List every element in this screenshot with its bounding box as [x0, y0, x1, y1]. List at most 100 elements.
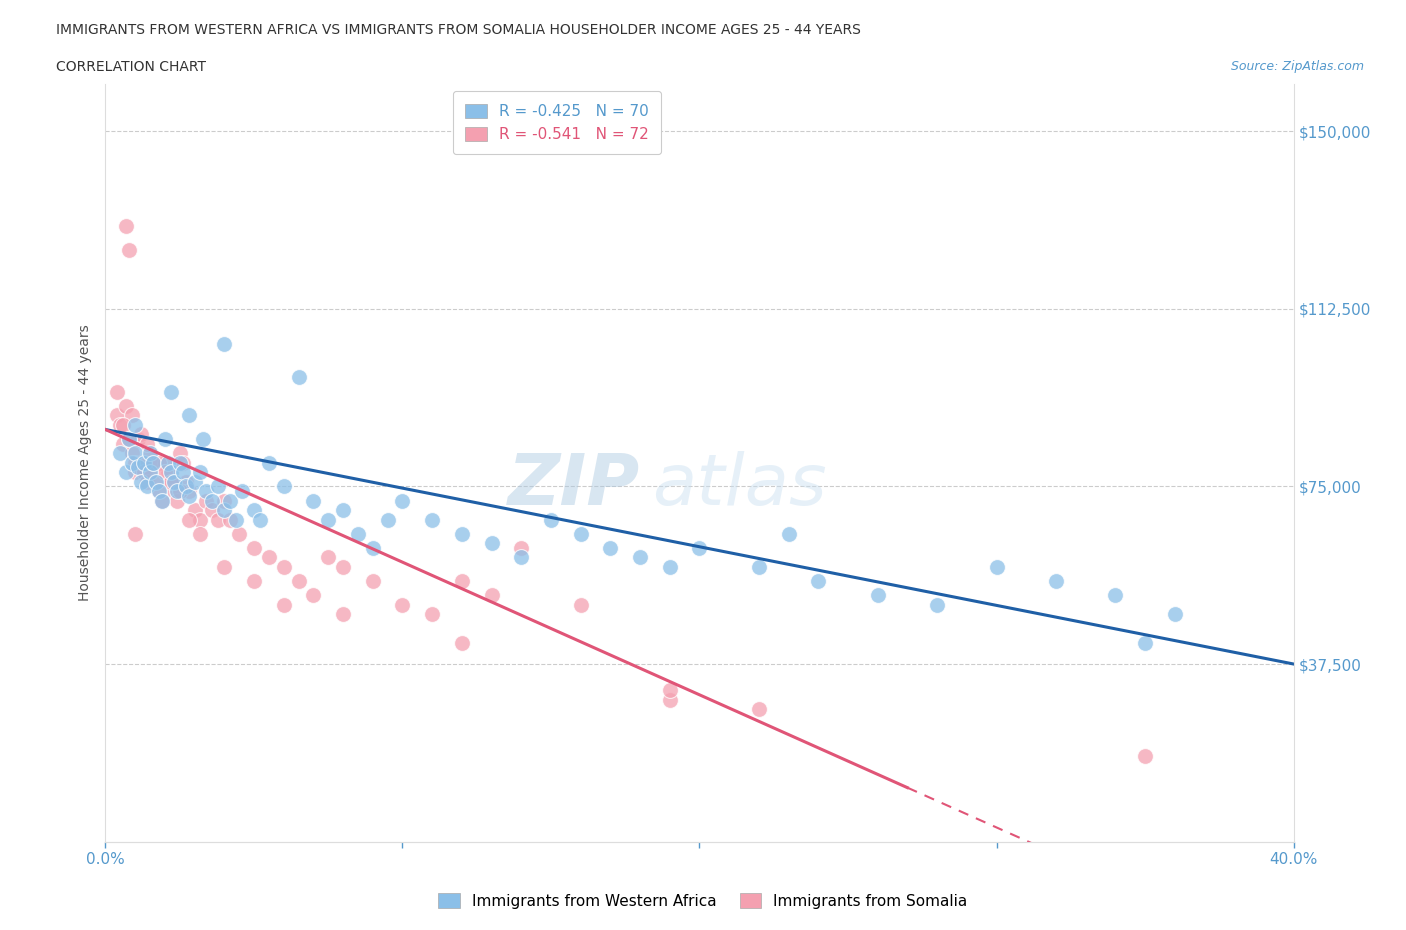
- Point: [207, 512, 229, 527]
- Point: [139, 465, 162, 480]
- Point: [124, 526, 146, 541]
- Point: [287, 574, 309, 589]
- Point: [257, 456, 280, 471]
- Point: [219, 512, 242, 527]
- Point: [150, 493, 173, 508]
- Point: [132, 465, 155, 480]
- Point: [163, 474, 186, 489]
- Point: [118, 432, 141, 446]
- Point: [214, 493, 236, 508]
- Point: [121, 456, 143, 471]
- Point: [127, 460, 149, 475]
- Point: [174, 474, 197, 489]
- Point: [195, 484, 218, 498]
- Point: [214, 337, 236, 352]
- Point: [332, 502, 354, 517]
- Point: [986, 560, 1008, 575]
- Point: [177, 408, 200, 423]
- Point: [599, 540, 621, 555]
- Point: [112, 418, 135, 432]
- Point: [139, 445, 162, 460]
- Point: [115, 219, 138, 233]
- Point: [129, 427, 152, 442]
- Point: [748, 701, 770, 716]
- Point: [169, 484, 191, 498]
- Legend: R = -0.425   N = 70, R = -0.541   N = 72: R = -0.425 N = 70, R = -0.541 N = 72: [453, 91, 661, 154]
- Point: [124, 465, 146, 480]
- Point: [1133, 635, 1156, 650]
- Point: [287, 370, 309, 385]
- Point: [132, 456, 155, 471]
- Point: [156, 465, 179, 480]
- Point: [110, 445, 132, 460]
- Point: [207, 479, 229, 494]
- Legend: Immigrants from Western Africa, Immigrants from Somalia: Immigrants from Western Africa, Immigran…: [429, 884, 977, 918]
- Point: [1133, 749, 1156, 764]
- Point: [145, 474, 167, 489]
- Point: [136, 436, 159, 451]
- Point: [150, 493, 173, 508]
- Point: [249, 512, 271, 527]
- Point: [142, 456, 165, 471]
- Point: [658, 560, 681, 575]
- Point: [153, 465, 176, 480]
- Point: [540, 512, 562, 527]
- Point: [115, 465, 138, 480]
- Point: [361, 574, 384, 589]
- Point: [481, 536, 503, 551]
- Point: [450, 635, 472, 650]
- Point: [391, 597, 413, 612]
- Point: [420, 512, 443, 527]
- Point: [118, 242, 141, 257]
- Point: [159, 384, 181, 399]
- Text: IMMIGRANTS FROM WESTERN AFRICA VS IMMIGRANTS FROM SOMALIA HOUSEHOLDER INCOME AGE: IMMIGRANTS FROM WESTERN AFRICA VS IMMIGR…: [56, 23, 860, 37]
- Point: [159, 465, 181, 480]
- Point: [316, 550, 339, 565]
- Text: ZIP: ZIP: [508, 451, 640, 520]
- Point: [129, 474, 152, 489]
- Point: [148, 484, 170, 498]
- Text: atlas: atlas: [652, 451, 827, 520]
- Point: [201, 502, 224, 517]
- Point: [1045, 574, 1067, 589]
- Point: [807, 574, 830, 589]
- Point: [190, 465, 212, 480]
- Point: [316, 512, 339, 527]
- Point: [142, 456, 165, 471]
- Point: [302, 588, 325, 603]
- Point: [110, 418, 132, 432]
- Point: [105, 408, 128, 423]
- Point: [172, 465, 194, 480]
- Point: [136, 474, 159, 489]
- Point: [124, 445, 146, 460]
- Point: [153, 432, 176, 446]
- Point: [159, 474, 181, 489]
- Point: [1164, 607, 1187, 622]
- Point: [332, 607, 354, 622]
- Point: [169, 445, 191, 460]
- Point: [257, 550, 280, 565]
- Point: [124, 418, 146, 432]
- Point: [159, 474, 181, 489]
- Point: [115, 398, 138, 413]
- Point: [183, 474, 205, 489]
- Point: [118, 432, 141, 446]
- Point: [148, 484, 170, 498]
- Point: [172, 456, 194, 471]
- Point: [174, 479, 197, 494]
- Point: [361, 540, 384, 555]
- Point: [177, 488, 200, 503]
- Point: [628, 550, 651, 565]
- Point: [219, 493, 242, 508]
- Point: [748, 560, 770, 575]
- Point: [510, 550, 533, 565]
- Point: [347, 526, 370, 541]
- Point: [866, 588, 889, 603]
- Point: [778, 526, 800, 541]
- Point: [450, 526, 472, 541]
- Point: [569, 597, 592, 612]
- Point: [273, 560, 295, 575]
- Point: [377, 512, 399, 527]
- Point: [243, 540, 266, 555]
- Point: [689, 540, 711, 555]
